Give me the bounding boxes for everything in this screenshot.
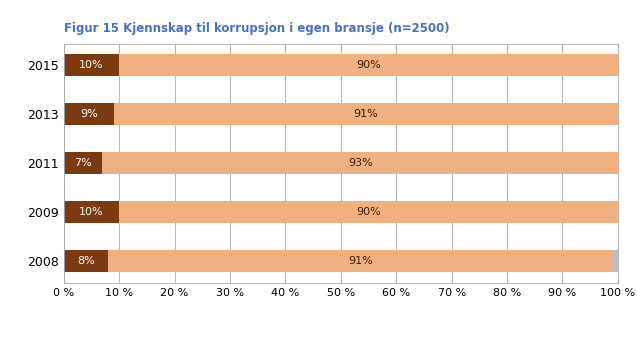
Text: 90%: 90% — [356, 207, 381, 217]
Bar — [612, 250, 618, 272]
Bar — [103, 152, 618, 174]
Bar — [64, 54, 119, 77]
Bar — [108, 250, 612, 272]
Text: 9%: 9% — [80, 109, 97, 119]
Bar — [119, 54, 618, 77]
Bar — [119, 201, 618, 223]
Text: 7%: 7% — [75, 158, 92, 168]
Text: 91%: 91% — [348, 256, 373, 266]
Bar — [64, 201, 119, 223]
Text: 91%: 91% — [354, 109, 378, 119]
Text: 10%: 10% — [79, 61, 104, 70]
Text: 93%: 93% — [348, 158, 373, 168]
Bar — [64, 103, 113, 126]
Text: 90%: 90% — [356, 61, 381, 70]
Text: 10%: 10% — [79, 207, 104, 217]
Text: 8%: 8% — [77, 256, 95, 266]
Bar — [64, 152, 103, 174]
Bar — [64, 250, 108, 272]
Text: Figur 15 Kjennskap til korrupsjon i egen bransje (n=2500): Figur 15 Kjennskap til korrupsjon i egen… — [64, 23, 449, 36]
Bar — [113, 103, 618, 126]
